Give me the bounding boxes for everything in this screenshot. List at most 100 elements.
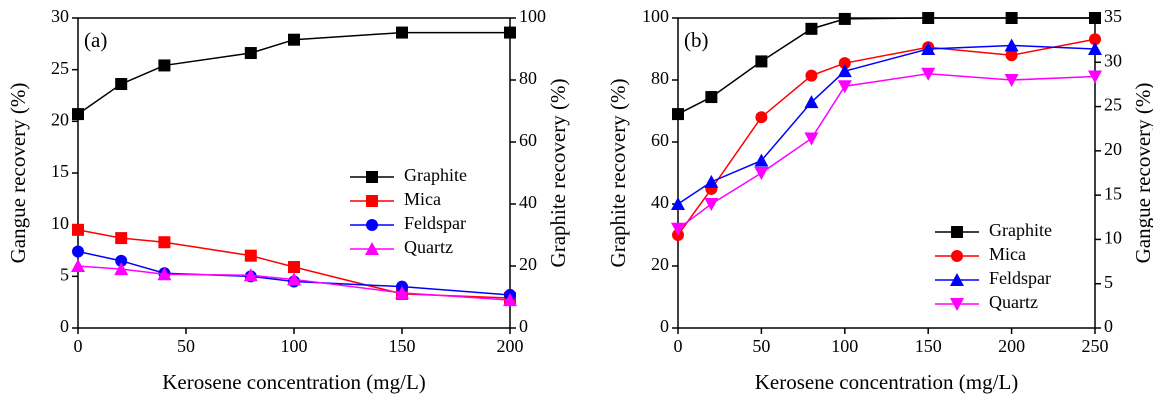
y-tick-label: 10 <box>51 213 69 233</box>
y2-tick-label: 0 <box>519 316 528 336</box>
legend-marker <box>951 250 963 262</box>
marker <box>755 111 768 124</box>
marker <box>115 78 128 91</box>
y2-tick-label: 20 <box>1104 139 1122 159</box>
legend-label: Feldspar <box>989 268 1051 288</box>
series-line <box>677 17 1095 115</box>
y-tick-label: 40 <box>651 192 669 212</box>
marker <box>115 232 128 245</box>
y-tick-label: 60 <box>651 130 669 150</box>
marker <box>1088 70 1102 84</box>
y-tick-label: 0 <box>60 316 69 336</box>
marker <box>1089 33 1101 46</box>
marker <box>804 132 819 146</box>
marker <box>71 259 85 272</box>
y2-tick-label: 100 <box>519 6 546 26</box>
legend-label: Quartz <box>989 292 1038 312</box>
y2-axis-title: Gangue recovery (%) <box>1131 83 1153 264</box>
marker <box>72 108 84 121</box>
marker <box>395 285 409 299</box>
y-tick-label: 25 <box>51 58 69 78</box>
marker <box>1004 38 1019 52</box>
x-tick-label: 200 <box>497 336 524 356</box>
marker <box>804 95 819 109</box>
series-line <box>677 73 1096 230</box>
legend-label: Graphite <box>989 220 1052 240</box>
x-axis-title: Kerosene concentration (mg/L) <box>755 370 1019 394</box>
marker <box>158 59 171 72</box>
marker <box>805 69 818 82</box>
x-tick-label: 150 <box>389 336 416 356</box>
series-line <box>677 38 1096 236</box>
x-tick-label: 100 <box>281 336 308 356</box>
marker <box>754 167 769 180</box>
legend-marker <box>366 219 378 231</box>
y2-tick-label: 5 <box>1104 272 1113 292</box>
marker <box>921 67 936 81</box>
y-tick-label: 5 <box>60 264 69 284</box>
marker <box>114 262 129 276</box>
legend-marker <box>366 195 378 207</box>
marker <box>837 64 852 78</box>
marker <box>671 222 685 236</box>
y-tick-label: 30 <box>51 6 69 26</box>
legend-marker <box>365 242 379 255</box>
x-tick-label: 0 <box>74 336 83 356</box>
marker <box>805 22 818 35</box>
y-tick-label: 20 <box>51 109 69 129</box>
marker <box>704 198 719 211</box>
legend-label: Mica <box>989 244 1026 264</box>
marker <box>1005 12 1018 24</box>
y-axis-title: Gangue recovery (%) <box>6 83 30 264</box>
marker <box>1088 42 1102 55</box>
marker <box>705 91 718 104</box>
marker <box>838 57 851 70</box>
marker <box>157 267 172 281</box>
y2-tick-label: 30 <box>1104 50 1122 70</box>
y-tick-label: 80 <box>651 68 669 88</box>
y2-tick-label: 10 <box>1104 228 1122 248</box>
marker <box>503 293 517 307</box>
y2-tick-label: 80 <box>519 68 537 88</box>
y2-tick-label: 40 <box>519 192 537 212</box>
marker <box>396 26 408 39</box>
legend-marker <box>366 171 378 183</box>
marker <box>287 272 301 286</box>
x-tick-label: 250 <box>1082 336 1109 356</box>
x-tick-label: 150 <box>915 336 942 356</box>
marker <box>754 153 769 167</box>
x-tick-label: 100 <box>831 336 858 356</box>
legend-label: Feldspar <box>404 213 466 233</box>
y2-axis-title: Graphite recovery (%) <box>546 79 570 268</box>
marker <box>72 223 84 236</box>
marker <box>921 42 936 55</box>
marker <box>837 80 852 94</box>
legend-marker <box>951 226 963 238</box>
marker <box>1089 12 1101 24</box>
marker <box>704 174 719 188</box>
legend-marker <box>950 273 964 286</box>
x-tick-label: 0 <box>674 336 683 356</box>
y2-tick-label: 35 <box>1104 6 1122 26</box>
y2-tick-label: 15 <box>1104 183 1122 203</box>
marker <box>244 47 257 60</box>
y-tick-label: 20 <box>651 254 669 274</box>
marker <box>671 197 685 210</box>
y2-tick-label: 20 <box>519 254 537 274</box>
legend-label: Mica <box>404 189 441 209</box>
x-tick-label: 50 <box>177 336 195 356</box>
marker <box>1004 74 1019 87</box>
marker <box>1005 49 1018 62</box>
legend-label: Graphite <box>404 165 467 185</box>
y2-tick-label: 25 <box>1104 95 1122 115</box>
panel-label: (b) <box>684 28 709 52</box>
marker <box>838 12 851 25</box>
marker <box>243 268 258 282</box>
marker <box>288 33 300 46</box>
marker <box>288 261 300 274</box>
y-tick-label: 100 <box>642 6 669 26</box>
marker <box>244 249 257 262</box>
panel-label: (a) <box>84 28 107 52</box>
y2-tick-label: 60 <box>519 130 537 150</box>
